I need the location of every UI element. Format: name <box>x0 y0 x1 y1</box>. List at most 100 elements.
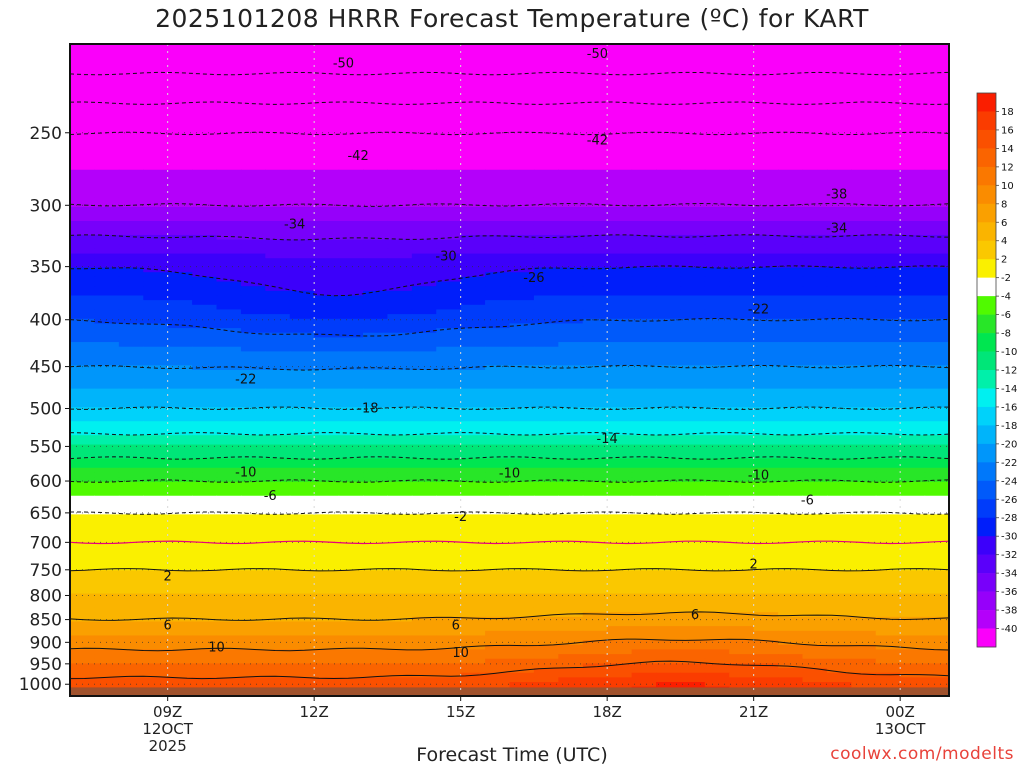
temperature-cell <box>387 342 413 348</box>
temperature-cell <box>70 393 96 399</box>
temperature-cell <box>118 360 144 366</box>
temperature-cell <box>265 430 291 436</box>
temperature-cell <box>363 425 389 432</box>
temperature-cell <box>509 211 535 217</box>
temperature-cell <box>436 104 462 110</box>
temperature-cell <box>460 234 486 241</box>
temperature-cell <box>216 570 242 576</box>
temperature-cell <box>582 514 608 520</box>
temperature-cell <box>924 323 950 329</box>
temperature-cell <box>875 109 901 115</box>
temperature-cell <box>314 644 340 651</box>
temperature-cell <box>607 649 633 655</box>
temperature-cell <box>118 281 144 287</box>
temperature-cell <box>411 220 437 227</box>
temperature-cell <box>411 379 437 385</box>
temperature-cell <box>460 668 486 674</box>
temperature-cell <box>533 528 559 534</box>
temperature-cell <box>363 81 389 87</box>
temperature-cell <box>753 481 779 488</box>
temperature-cell <box>265 216 291 222</box>
temperature-cell <box>753 53 779 59</box>
temperature-cell <box>924 211 950 217</box>
temperature-cell <box>875 118 901 124</box>
temperature-cell <box>558 300 584 306</box>
temperature-cell <box>680 211 706 217</box>
temperature-cell <box>289 174 315 180</box>
temperature-cell <box>900 360 926 366</box>
temperature-cell <box>485 146 511 152</box>
temperature-cell <box>314 430 340 436</box>
temperature-cell <box>509 113 535 120</box>
temperature-cell <box>192 314 218 320</box>
temperature-cell <box>387 188 413 194</box>
temperature-cell <box>70 351 96 357</box>
temperature-cell <box>533 323 559 329</box>
temperature-cell <box>851 537 877 543</box>
temperature-cell <box>607 360 633 366</box>
temperature-cell <box>509 607 535 613</box>
temperature-cell <box>240 207 266 213</box>
temperature-cell <box>753 607 779 613</box>
temperature-cell <box>582 225 608 231</box>
temperature-cell <box>704 644 730 651</box>
temperature-cell <box>216 207 242 213</box>
temperature-cell <box>143 225 169 231</box>
temperature-cell <box>729 248 755 255</box>
temperature-cell <box>533 169 559 175</box>
temperature-cell <box>656 574 682 581</box>
temperature-cell <box>729 370 755 376</box>
temperature-cell <box>216 463 242 469</box>
temperature-cell <box>436 416 462 422</box>
temperature-cell <box>778 127 804 134</box>
temperature-cell <box>680 169 706 175</box>
temperature-cell <box>509 630 535 637</box>
temperature-cell <box>118 118 144 124</box>
temperature-cell <box>436 90 462 96</box>
temperature-cell <box>875 574 901 581</box>
temperature-cell <box>289 290 315 297</box>
temperature-cell <box>753 155 779 162</box>
temperature-cell <box>680 109 706 115</box>
temperature-cell <box>314 635 340 641</box>
temperature-cell <box>94 290 120 297</box>
temperature-cell <box>289 337 315 343</box>
temperature-cell <box>436 649 462 655</box>
temperature-cell <box>753 505 779 511</box>
temperature-cell <box>192 519 218 525</box>
temperature-cell <box>509 500 535 506</box>
temperature-cell <box>680 677 706 683</box>
temperature-cell <box>826 416 852 422</box>
temperature-cell <box>558 607 584 613</box>
temperature-cell <box>607 374 633 380</box>
temperature-cell <box>656 449 682 455</box>
temperature-cell <box>509 220 535 227</box>
temperature-cell <box>753 519 779 525</box>
temperature-cell <box>94 612 120 618</box>
temperature-cell <box>387 276 413 283</box>
temperature-cell <box>436 160 462 166</box>
temperature-cell <box>509 570 535 576</box>
temperature-cell <box>363 295 389 301</box>
temperature-cell <box>411 519 437 525</box>
temperature-cell <box>558 379 584 385</box>
temperature-cell <box>94 421 120 427</box>
temperature-cell <box>680 528 706 534</box>
temperature-cell <box>192 560 218 567</box>
credit-link[interactable]: coolwx.com/modelts <box>830 744 1014 764</box>
temperature-cell <box>900 244 926 250</box>
temperature-cell <box>314 370 340 376</box>
temperature-cell <box>118 104 144 110</box>
temperature-cell <box>167 635 193 641</box>
temperature-cell <box>656 621 682 627</box>
temperature-cell <box>509 383 535 390</box>
temperature-cell <box>607 663 633 669</box>
temperature-cell <box>826 155 852 162</box>
temperature-cell <box>607 123 633 129</box>
temperature-cell <box>411 388 437 394</box>
temperature-cell <box>167 500 193 506</box>
temperature-cell <box>460 533 486 539</box>
temperature-cell <box>656 207 682 213</box>
temperature-cell <box>851 379 877 385</box>
temperature-cell <box>94 542 120 548</box>
